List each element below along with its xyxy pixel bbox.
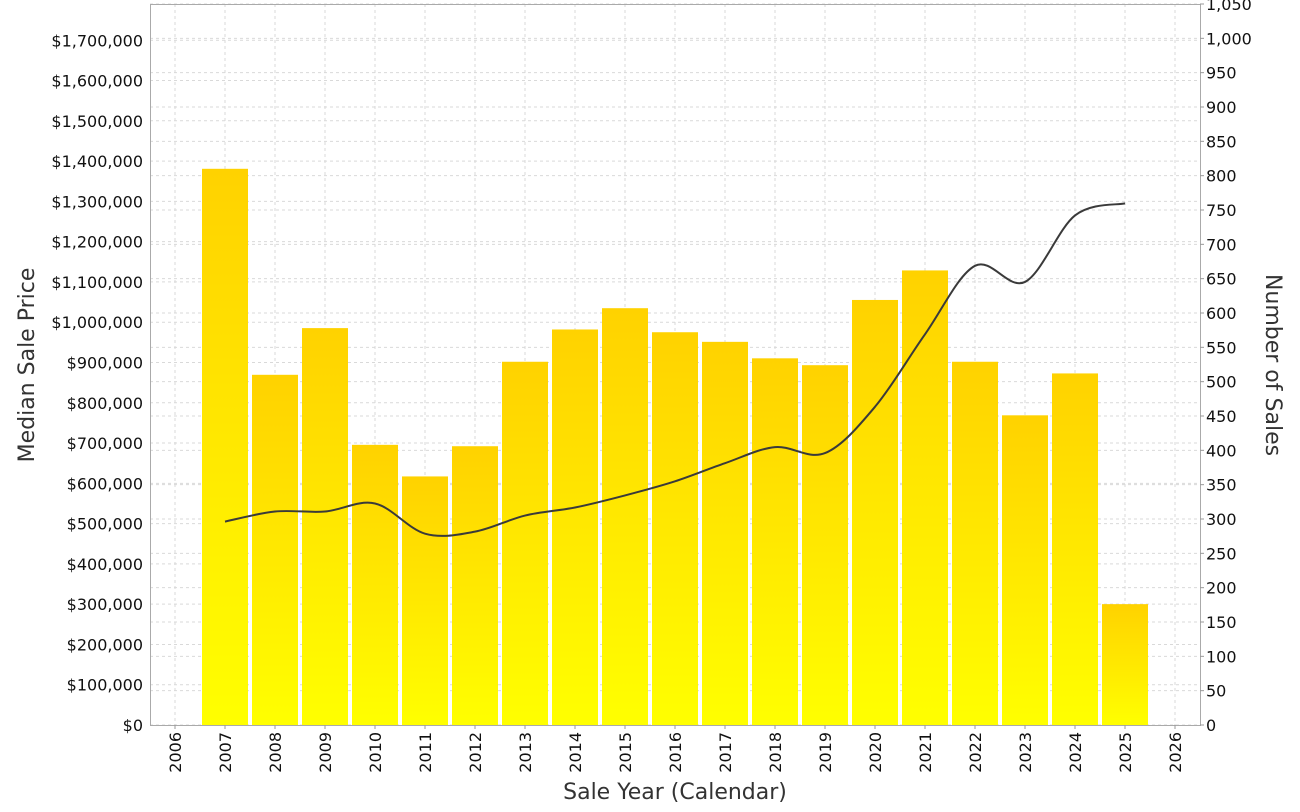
price-line-path xyxy=(224,202,1126,537)
bar xyxy=(852,299,898,725)
bar xyxy=(252,374,298,725)
x-tick-label: 2014 xyxy=(566,732,585,773)
y-tick-label: $600,000 xyxy=(67,474,143,493)
x-tick-label: 2010 xyxy=(366,732,385,773)
x-axis-title: Sale Year (Calendar) xyxy=(563,780,787,805)
x-tick-label: 2006 xyxy=(166,732,185,773)
y2-tick-label: 600 xyxy=(1206,304,1237,323)
x-tick-label: 2019 xyxy=(816,732,835,773)
y2-tick-label: 1,000 xyxy=(1206,29,1252,48)
bar xyxy=(602,308,648,725)
x-tick-label: 2025 xyxy=(1116,732,1135,773)
y-tick-label: $500,000 xyxy=(67,515,143,534)
y-tick-label: $1,100,000 xyxy=(51,273,143,292)
x-tick-label: 2011 xyxy=(416,732,435,773)
bar xyxy=(952,361,998,725)
x-tick-label: 2026 xyxy=(1166,732,1185,773)
y-tick-label: $1,500,000 xyxy=(51,112,143,131)
bar xyxy=(1052,373,1098,725)
bar xyxy=(902,270,948,725)
y2-tick-label: 200 xyxy=(1206,579,1237,598)
bar xyxy=(652,332,698,725)
y-tick-label: $300,000 xyxy=(67,595,143,614)
y2-tick-label: 0 xyxy=(1206,716,1216,735)
price-line xyxy=(224,202,1126,537)
y-tick-label: $400,000 xyxy=(67,555,143,574)
y2-tick-label: 750 xyxy=(1206,201,1237,220)
x-tick-label: 2021 xyxy=(916,732,935,773)
y-tick-label: $200,000 xyxy=(67,635,143,654)
bar xyxy=(352,444,398,725)
y-tick-label: $1,300,000 xyxy=(51,192,143,211)
y2-tick-label: 500 xyxy=(1206,373,1237,392)
x-tick-label: 2023 xyxy=(1016,732,1035,773)
y-tick-label: $1,400,000 xyxy=(51,152,143,171)
x-tick-label: 2012 xyxy=(466,732,485,773)
bar xyxy=(302,328,348,725)
y2-tick-label: 700 xyxy=(1206,235,1237,254)
y-tick-label: $1,600,000 xyxy=(51,72,143,91)
bar xyxy=(402,476,448,725)
y2-tick-label: 100 xyxy=(1206,647,1237,666)
bar xyxy=(202,168,248,726)
y2-tick-label: 250 xyxy=(1206,544,1237,563)
x-tick-label: 2018 xyxy=(766,732,785,773)
x-tick-label: 2020 xyxy=(866,732,885,773)
y2-tick-label: 850 xyxy=(1206,132,1237,151)
bar xyxy=(752,358,798,725)
y-tick-label: $1,700,000 xyxy=(51,31,143,50)
y-tick-label: $1,000,000 xyxy=(51,313,143,332)
y2-tick-label: 300 xyxy=(1206,510,1237,529)
bar xyxy=(1102,604,1148,725)
bars xyxy=(202,168,1148,726)
y2-tick-label: 450 xyxy=(1206,407,1237,426)
y2-tick-label: 650 xyxy=(1206,270,1237,289)
bar xyxy=(1002,415,1048,725)
y2-tick-label: 150 xyxy=(1206,613,1237,632)
x-tick-label: 2024 xyxy=(1066,732,1085,773)
x-tick-label: 2015 xyxy=(616,732,635,773)
bar xyxy=(502,361,548,725)
bar xyxy=(552,329,598,725)
x-tick-label: 2009 xyxy=(316,732,335,773)
x-tick-label: 2007 xyxy=(216,732,235,773)
x-tick-label: 2008 xyxy=(266,732,285,773)
y2-tick-label: 900 xyxy=(1206,98,1237,117)
bar xyxy=(702,341,748,725)
y2-tick-label: 50 xyxy=(1206,682,1226,701)
y2-tick-label: 1,050 xyxy=(1206,0,1252,14)
y2-tick-label: 550 xyxy=(1206,338,1237,357)
x-tick-label: 2016 xyxy=(666,732,685,773)
y2-tick-label: 350 xyxy=(1206,476,1237,495)
y-tick-label: $700,000 xyxy=(67,434,143,453)
y-tick-label: $1,200,000 xyxy=(51,233,143,252)
bar xyxy=(452,446,498,725)
y-tick-label: $100,000 xyxy=(67,676,143,695)
y2-tick-label: 400 xyxy=(1206,441,1237,460)
y-tick-label: $900,000 xyxy=(67,353,143,372)
bar xyxy=(802,365,848,725)
x-tick-label: 2017 xyxy=(716,732,735,773)
y-axis-title: Median Sale Price xyxy=(15,268,40,463)
x-tick-label: 2022 xyxy=(966,732,985,773)
y-tick-label: $0 xyxy=(123,716,143,735)
y2-axis-title: Number of Sales xyxy=(1260,274,1285,456)
y2-tick-label: 800 xyxy=(1206,167,1237,186)
y-tick-label: $800,000 xyxy=(67,394,143,413)
y2-tick-label: 950 xyxy=(1206,64,1237,83)
x-tick-label: 2013 xyxy=(516,732,535,773)
axes: $0 $100,000 $200,000 $300,000 $400,000 $500,0… xyxy=(51,0,1251,773)
